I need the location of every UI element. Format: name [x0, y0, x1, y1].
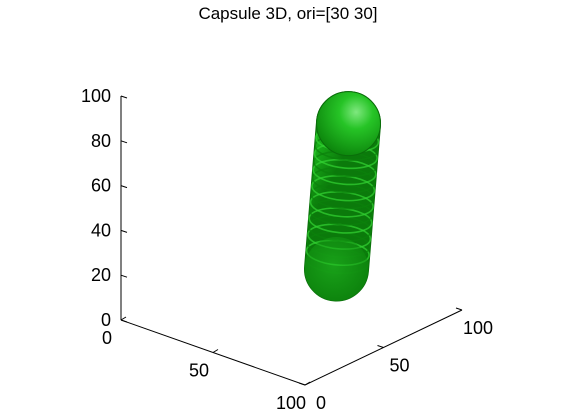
z-tick-label: 80 [91, 131, 111, 151]
x-tick-mark [304, 381, 311, 386]
x-tick-mark [212, 349, 219, 353]
z-tick-mark [120, 274, 128, 278]
y-tick-mark [377, 345, 384, 348]
y-tick-label: 0 [316, 393, 326, 413]
z-tick-mark [120, 185, 128, 189]
capsule-surface [304, 91, 381, 302]
z-tick-mark [120, 229, 128, 233]
tick-group: 0 20 40 60 80 100 0 50 100 0 50 100 [81, 86, 493, 413]
z-tick-mark [120, 140, 128, 144]
z-tick-label: 40 [91, 220, 111, 240]
z-tick-mark [120, 319, 128, 323]
x-tick-label: 0 [102, 328, 112, 348]
y-tick-label: 100 [463, 318, 493, 338]
z-tick-label: 20 [91, 265, 111, 285]
y-tick-label: 50 [389, 356, 409, 376]
chart-title: Capsule 3D, ori=[30 30] [198, 4, 377, 23]
x-tick-label: 50 [189, 361, 209, 381]
z-tick-label: 0 [101, 310, 111, 330]
z-tick-mark [120, 95, 128, 99]
z-tick-label: 100 [81, 86, 111, 106]
y-tick-mark [298, 382, 306, 386]
axes [120, 96, 463, 386]
z-tick-label: 60 [91, 176, 111, 196]
x-tick-mark [120, 316, 127, 321]
y-tick-mark [455, 307, 463, 311]
capsule-bottom-cap [304, 237, 369, 301]
capsule-top-cap [316, 91, 381, 157]
x-tick-label: 100 [276, 393, 306, 413]
